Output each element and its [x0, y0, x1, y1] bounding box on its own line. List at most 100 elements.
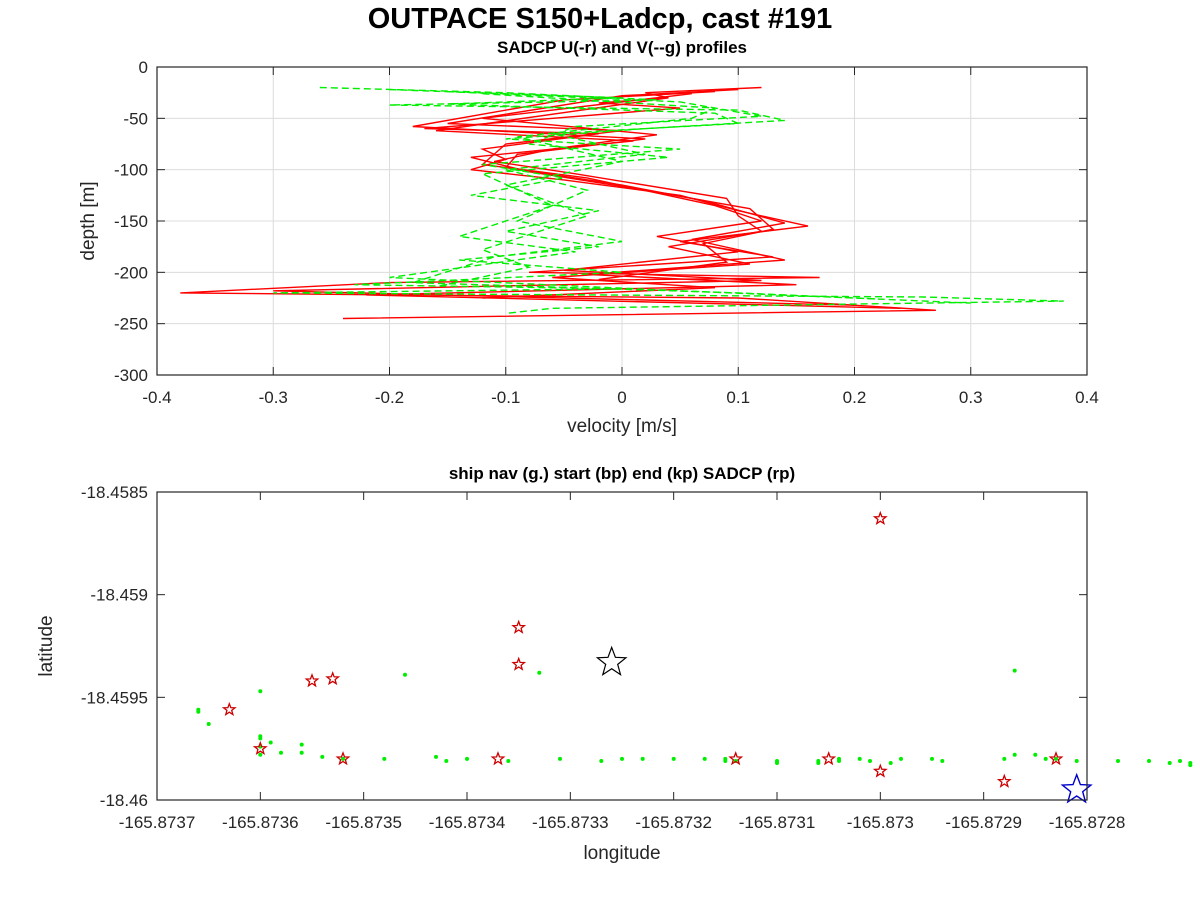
ship-nav-point: [816, 761, 821, 765]
sadcp-point: [221, 701, 237, 716]
ship-nav-point: [640, 756, 645, 761]
u-profile-line: [482, 93, 764, 299]
v-profile-line: [435, 93, 716, 288]
x-tick-label: -0.2: [375, 388, 404, 407]
x-tick-label: -165.8729: [945, 813, 1022, 832]
x-axis-label: velocity [m/s]: [567, 416, 677, 437]
ship-nav-point: [837, 759, 841, 763]
ship-nav-point: [857, 756, 862, 761]
sadcp-point: [728, 750, 744, 766]
ship-nav-point: [723, 759, 728, 763]
sadcp-point: [872, 510, 888, 525]
ship-nav-point: [940, 759, 945, 763]
ship-nav-point: [196, 709, 201, 714]
u-profile-line: [273, 88, 855, 306]
ship-nav-point: [599, 759, 604, 763]
ship-nav-point: [1074, 759, 1079, 763]
y-axis-label: depth [m]: [78, 181, 99, 260]
ship-nav-point: [888, 761, 893, 765]
ship-nav-point: [320, 754, 325, 759]
x-tick-label: -165.8733: [532, 813, 609, 832]
chart-title: ship nav (g.) start (bp) end (kp) SADCP …: [449, 464, 795, 483]
ship-nav-point: [279, 750, 283, 755]
y-tick-label: -250: [114, 315, 148, 334]
y-tick-label: -200: [114, 263, 148, 282]
y-tick-label: -18.46: [100, 791, 148, 810]
sadcp-point: [996, 773, 1012, 788]
ship-nav-point: [537, 670, 542, 675]
ship-nav-point: [671, 756, 676, 761]
x-tick-label: -165.8732: [635, 813, 712, 832]
sadcp-point: [1048, 751, 1064, 766]
chart-plot-area: [196, 510, 1193, 804]
ship-nav-point: [1188, 763, 1193, 768]
v-profile-line: [389, 90, 878, 300]
chart-ticks: -0.4 -0.3 -0.2 -0.1 0 0.1 0.2 0.3 0.4 0 -50 -100 -15…: [114, 58, 1099, 407]
ship-nav-point: [258, 689, 263, 694]
ship-nav-point: [1043, 756, 1048, 761]
chart-ship-nav: ship nav (g.) start (bp) end (kp) SADCP …: [36, 464, 1193, 864]
y-tick-label: -18.4585: [81, 483, 148, 502]
x-tick-label: -0.4: [142, 388, 171, 407]
sadcp-point: [821, 750, 837, 766]
y-tick-label: -18.4595: [81, 688, 148, 707]
x-tick-label: -0.3: [259, 388, 288, 407]
ship-nav-point: [930, 756, 934, 761]
y-axis-label: latitude: [36, 615, 57, 676]
ship-nav-point: [620, 756, 624, 761]
sadcp-point: [325, 671, 341, 686]
ship-nav-point: [258, 736, 263, 741]
ship-nav-point: [1002, 756, 1007, 761]
ship-nav-point: [341, 756, 345, 761]
figure-title: OUTPACE S150+Ladcp, cast #191: [368, 3, 832, 35]
x-tick-label: 0.2: [843, 388, 867, 407]
u-profile-line: [366, 90, 902, 309]
ship-nav-point: [465, 756, 469, 761]
y-tick-label: -50: [123, 109, 148, 128]
x-tick-label: -165.8734: [429, 813, 506, 832]
sadcp-point: [335, 751, 351, 766]
ship-nav-point: [268, 740, 273, 745]
ship-nav-point: [403, 672, 407, 677]
chart-profiles: SADCP U(-r) and V(--g) profiles -0.4 -0.3…: [78, 38, 1099, 437]
y-tick-label: 0: [139, 58, 148, 77]
chart-title: SADCP U(-r) and V(--g) profiles: [497, 38, 747, 57]
ship-nav-point: [299, 750, 304, 755]
chart-plot-area: [180, 86, 1064, 320]
v-profile-line: [273, 86, 1064, 315]
x-tick-label: -165.8736: [222, 813, 299, 832]
ship-nav-point: [444, 759, 449, 763]
x-tick-label: -165.8737: [119, 813, 196, 832]
ship-nav-point: [1012, 668, 1017, 673]
ship-nav-point: [206, 722, 211, 726]
chart-ticks: -165.8737 -165.8736 -165.8735 -165.8734 -165…: [81, 483, 1125, 832]
ship-nav-point: [899, 756, 903, 761]
x-tick-label: 0.3: [959, 388, 983, 407]
u-profile-line: [180, 86, 936, 320]
ship-nav-point: [702, 756, 707, 761]
sadcp-point: [872, 763, 888, 778]
ship-nav-point: [382, 756, 387, 761]
ship-nav-point: [868, 759, 872, 763]
ship-nav-point: [258, 752, 263, 757]
ship-nav-point: [775, 761, 779, 765]
x-tick-label: -165.8735: [325, 813, 402, 832]
sadcp-point: [252, 740, 268, 755]
x-tick-label: 0.4: [1075, 388, 1099, 407]
ship-nav-point: [1116, 759, 1120, 763]
sadcp-point: [511, 656, 527, 671]
x-axis-label: longitude: [583, 843, 660, 864]
y-tick-label: -18.459: [90, 586, 148, 605]
ship-nav-point: [1178, 759, 1182, 763]
y-tick-label: -100: [114, 161, 148, 180]
v-profile-line: [389, 88, 971, 304]
sadcp-point: [304, 673, 320, 688]
ship-nav-point: [558, 756, 562, 761]
ship-nav-point: [299, 742, 304, 747]
x-tick-label: -165.8728: [1049, 813, 1126, 832]
ship-nav-point: [434, 754, 438, 759]
ship-nav-point: [506, 759, 511, 763]
ship-nav-point: [1167, 761, 1172, 765]
x-tick-label: 0: [617, 388, 626, 407]
